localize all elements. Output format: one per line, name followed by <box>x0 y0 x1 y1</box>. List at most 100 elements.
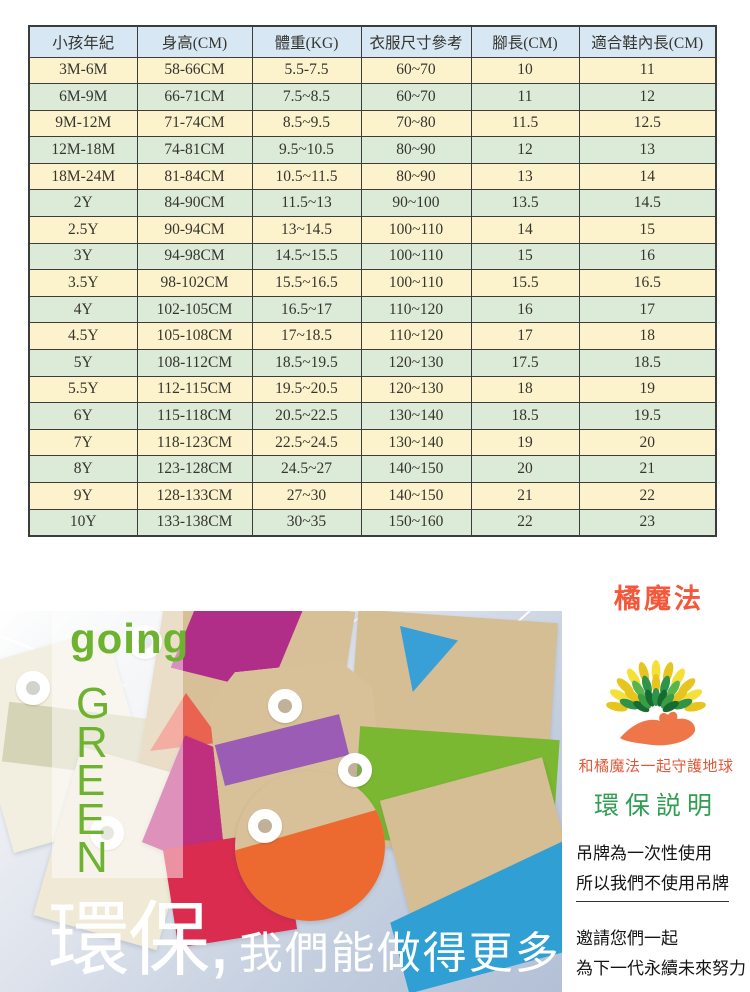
tag-ring <box>128 625 162 659</box>
size-row: 3M-6M 58-66CM 5.5-7.5 60~70 10 11 <box>28 56 717 85</box>
green-letter: R <box>76 717 108 767</box>
size-cell: 12 <box>470 136 580 164</box>
size-cell: 14.5~15.5 <box>251 242 362 271</box>
size-cell: 112-115CM <box>136 375 253 404</box>
size-cell: 60~70 <box>360 83 472 111</box>
size-cell: 74-81CM <box>136 136 253 164</box>
size-cell: 130~140 <box>360 402 472 430</box>
size-row: 6M-9M 66-71CM 7.5~8.5 60~70 11 12 <box>28 83 717 111</box>
size-cell: 80~90 <box>360 162 472 191</box>
size-cell: 4Y <box>28 295 138 324</box>
size-cell: 90-94CM <box>136 216 253 244</box>
size-cell: 20 <box>578 428 717 457</box>
size-cell: 13 <box>578 136 717 164</box>
eco-tagline: 和橘魔法一起守護地球 <box>578 758 734 775</box>
size-cell: 3.5Y <box>28 269 138 297</box>
size-cell: 66-71CM <box>136 83 253 111</box>
eco-line: 吊牌為一次性使用 <box>576 844 712 863</box>
eco-title: 環保説明 <box>593 792 718 820</box>
size-cell: 10.5~11.5 <box>251 162 362 191</box>
size-cell: 15 <box>470 242 580 271</box>
size-cell: 7Y <box>28 428 138 457</box>
size-row: 3.5Y 98-102CM 15.5~16.5 100~110 15.5 16.5 <box>28 269 717 297</box>
tag-ring <box>338 753 372 787</box>
size-cell: 16 <box>578 242 717 271</box>
size-cell: 23 <box>578 508 717 537</box>
size-cell: 10 <box>470 56 580 85</box>
size-cell: 5.5-7.5 <box>251 56 362 85</box>
column-header: 體重(KG) <box>251 25 362 58</box>
tag-ring <box>268 689 302 723</box>
size-cell: 120~130 <box>360 375 472 404</box>
size-cell: 94-98CM <box>136 242 253 271</box>
size-cell: 5.5Y <box>28 375 138 404</box>
size-cell: 98-102CM <box>136 269 253 297</box>
brand-name: 橘魔法 <box>614 584 704 614</box>
size-row: 8Y 123-128CM 24.5~27 140~150 20 21 <box>28 455 717 483</box>
size-cell: 12 <box>578 83 717 111</box>
eco-line: 邀請您們一起 <box>576 929 678 948</box>
green-letter: G <box>76 679 111 728</box>
size-cell: 9M-12M <box>28 109 138 138</box>
size-cell: 84-90CM <box>136 189 253 218</box>
size-cell: 110~120 <box>360 295 472 324</box>
size-cell: 22.5~24.5 <box>251 428 362 457</box>
eco-photo: going G R E E N 環保, 我們能做得更多 <box>0 611 562 992</box>
size-cell: 15.5~16.5 <box>251 269 362 297</box>
size-row: 12M-18M 74-81CM 9.5~10.5 80~90 12 13 <box>28 136 717 164</box>
size-cell: 71-74CM <box>136 109 253 138</box>
paper-tag-circle <box>235 771 385 921</box>
size-cell: 12M-18M <box>28 136 138 164</box>
size-cell: 9.5~10.5 <box>251 136 362 164</box>
size-cell: 105-108CM <box>136 322 253 351</box>
column-header: 身高(CM) <box>136 25 253 58</box>
eco-headline: 環保, 我們能做得更多 <box>48 873 561 992</box>
size-cell: 2Y <box>28 189 138 218</box>
size-cell: 30~35 <box>251 508 362 537</box>
eco-invite: 邀請您們一起 為下一代永續未來努力 <box>576 924 750 984</box>
size-cell: 3Y <box>28 242 138 271</box>
size-row: 4.5Y 105-108CM 17~18.5 110~120 17 18 <box>28 322 717 351</box>
going-text: going <box>70 615 190 662</box>
column-header: 衣服尺寸參考 <box>360 25 472 58</box>
hand-shape <box>620 711 696 746</box>
size-cell: 18.5~19.5 <box>251 349 362 377</box>
size-cell: 133-138CM <box>136 508 253 537</box>
size-cell: 27~30 <box>251 482 362 510</box>
size-cell: 14.5 <box>578 189 717 218</box>
size-cell: 130~140 <box>360 428 472 457</box>
size-cell: 4.5Y <box>28 322 138 351</box>
tag-ring <box>90 816 124 850</box>
size-cell: 19 <box>470 428 580 457</box>
size-cell: 6M-9M <box>28 83 138 111</box>
white-overlay <box>52 611 183 878</box>
size-cell: 3M-6M <box>28 56 138 85</box>
size-cell: 110~120 <box>360 322 472 351</box>
size-cell: 123-128CM <box>136 455 253 483</box>
size-cell: 70~80 <box>360 109 472 138</box>
size-cell: 58-66CM <box>136 56 253 85</box>
green-vertical-text: G R E E N <box>76 679 111 879</box>
eco-description: 吊牌為一次性使用 所以我們不使用吊牌 <box>576 839 750 902</box>
size-cell: 8Y <box>28 455 138 483</box>
size-cell: 11.5~13 <box>251 189 362 218</box>
size-cell: 81-84CM <box>136 162 253 191</box>
size-cell: 18.5 <box>470 402 580 430</box>
size-cell: 18 <box>578 322 717 351</box>
size-cell: 90~100 <box>360 189 472 218</box>
size-cell: 22 <box>470 508 580 537</box>
size-cell: 5Y <box>28 349 138 377</box>
size-row: 10Y 133-138CM 30~35 150~160 22 23 <box>28 508 717 537</box>
size-cell: 80~90 <box>360 136 472 164</box>
size-row: 3Y 94-98CM 14.5~15.5 100~110 15 16 <box>28 242 717 271</box>
eco-headline-sub: 我們能做得更多 <box>238 929 561 978</box>
size-cell: 13~14.5 <box>251 216 362 244</box>
size-cell: 16 <box>470 295 580 324</box>
size-chart-header-row: 小孩年紀 身高(CM) 體重(KG) 衣服尺寸參考 腳長(CM) 適合鞋內長(CM) <box>28 25 717 58</box>
size-cell: 9Y <box>28 482 138 510</box>
size-cell: 14 <box>578 162 717 191</box>
size-cell: 11.5 <box>470 109 580 138</box>
size-cell: 108-112CM <box>136 349 253 377</box>
size-cell: 20 <box>470 455 580 483</box>
